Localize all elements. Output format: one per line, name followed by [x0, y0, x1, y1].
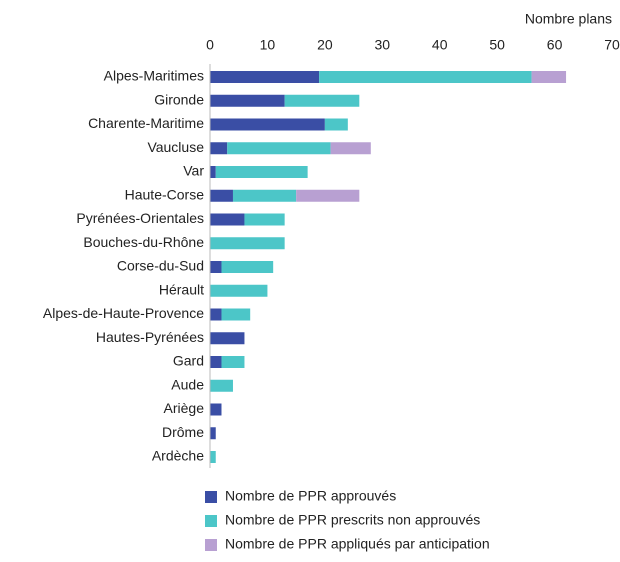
bar-segment — [210, 403, 222, 416]
bar-segment — [232, 189, 297, 202]
y-tick-label: Bouches-du-Rhône — [83, 234, 204, 250]
bar-segment — [221, 308, 251, 321]
y-tick-label: Ariège — [164, 400, 205, 416]
y-tick-label: Aude — [171, 376, 204, 392]
bar-segment — [210, 94, 285, 107]
bar-segment — [244, 213, 285, 226]
bar-segment — [215, 166, 308, 178]
bar-segment — [210, 379, 233, 392]
bar-segment — [227, 142, 331, 155]
bar-segment — [210, 332, 245, 345]
bar-segment — [210, 427, 216, 440]
y-tick-label: Ardèche — [152, 448, 204, 464]
bar-segment — [210, 237, 285, 250]
legend-swatch — [205, 515, 217, 527]
x-tick-label: 60 — [547, 37, 563, 53]
bar-segment — [324, 118, 348, 131]
bar-segment — [210, 356, 222, 368]
x-tick-label: 40 — [432, 37, 448, 53]
bar-segment — [210, 261, 222, 273]
bar-segment — [210, 451, 216, 463]
bar-segment — [330, 142, 371, 155]
bar-segment — [221, 261, 274, 273]
x-axis-label: Nombre plans — [525, 11, 612, 27]
y-tick-label: Alpes-de-Haute-Provence — [43, 305, 204, 321]
bar-segment — [210, 142, 228, 155]
y-tick-label: Gard — [173, 353, 204, 369]
x-tick-label: 20 — [317, 37, 333, 53]
legend-label: Nombre de PPR appliqués par anticipation — [225, 536, 490, 552]
y-tick-label: Hérault — [159, 281, 204, 297]
x-tick-label: 50 — [489, 37, 505, 53]
x-tick-label: 10 — [260, 37, 276, 53]
bar-segment — [210, 213, 245, 226]
bar-segment — [210, 189, 233, 202]
y-tick-label: Corse-du-Sud — [117, 258, 204, 274]
legend-swatch — [205, 491, 217, 503]
y-tick-label: Haute-Corse — [125, 186, 205, 202]
bar-segment — [210, 118, 325, 131]
y-tick-label: Charente-Maritime — [88, 115, 204, 131]
legend-swatch — [205, 539, 217, 551]
x-tick-label: 30 — [374, 37, 390, 53]
legend-label: Nombre de PPR prescrits non approuvés — [225, 512, 480, 528]
bar-segment — [210, 166, 216, 178]
bar-segment — [531, 71, 567, 83]
y-tick-label: Drôme — [162, 424, 204, 440]
y-tick-label: Var — [183, 163, 204, 179]
y-tick-label: Alpes-Maritimes — [104, 68, 204, 84]
bar-segment — [296, 189, 360, 202]
x-tick-label: 0 — [206, 37, 214, 53]
y-tick-label: Vaucluse — [147, 139, 204, 155]
y-tick-label: Gironde — [154, 91, 204, 107]
bar-segment — [210, 308, 222, 321]
y-tick-label: Hautes-Pyrénées — [96, 329, 204, 345]
bar-segment — [221, 356, 245, 368]
x-tick-label: 70 — [604, 37, 620, 53]
bar-segment — [210, 284, 268, 297]
y-tick-label: Pyrénées-Orientales — [76, 210, 204, 226]
bar-segment — [284, 94, 360, 107]
legend-label: Nombre de PPR approuvés — [225, 488, 396, 504]
bar-segment — [319, 71, 532, 83]
bar-segment — [210, 71, 320, 83]
